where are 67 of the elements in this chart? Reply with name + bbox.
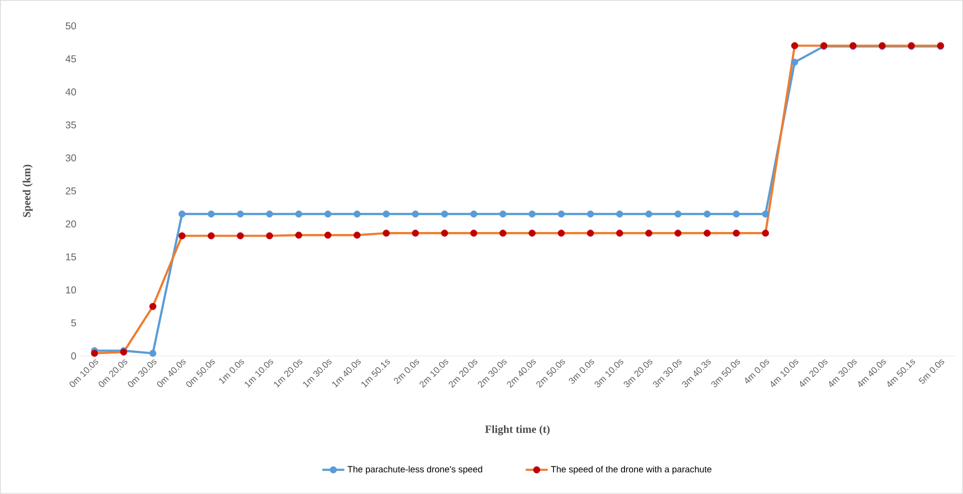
point	[791, 42, 798, 50]
point	[674, 210, 682, 218]
point	[586, 230, 594, 237]
legend-label: The speed of the drone with a parachute	[550, 466, 712, 474]
point	[266, 232, 274, 240]
y-tick-label: 50	[66, 22, 76, 30]
point	[616, 210, 624, 218]
x-tick-label: 5m 0.0s	[918, 360, 944, 384]
point	[149, 303, 156, 310]
point	[791, 58, 798, 66]
point	[441, 230, 448, 237]
point	[762, 230, 769, 237]
point	[149, 350, 156, 357]
y-tick-label: 10	[66, 286, 76, 294]
y-tick-label: 25	[66, 187, 76, 194]
point	[470, 210, 478, 218]
point	[178, 210, 186, 218]
point	[324, 210, 332, 218]
point	[762, 210, 769, 218]
y-tick-label: 35	[66, 121, 76, 128]
x-tick-label: 3m 0.0s	[568, 360, 594, 384]
point	[208, 232, 215, 240]
point	[354, 232, 361, 239]
point	[499, 210, 506, 218]
point	[704, 210, 711, 218]
point	[382, 210, 390, 218]
point	[732, 230, 740, 237]
x-tick-label: 4m 0.0s	[745, 360, 770, 384]
point	[586, 210, 594, 218]
point	[499, 230, 506, 237]
y-tick-label: 0	[71, 352, 76, 360]
point	[382, 230, 390, 237]
point	[295, 232, 302, 239]
y-tick-label: 15	[66, 254, 76, 260]
point	[208, 210, 215, 218]
y-tick-label: 20	[66, 220, 76, 228]
x-tick-label: 2m 0.0s	[394, 360, 420, 384]
y-tick-label: 5	[71, 320, 76, 326]
point	[558, 210, 565, 218]
point	[558, 230, 565, 237]
point	[441, 210, 448, 218]
y-axis-title: Speed (km)	[22, 164, 33, 218]
point	[178, 232, 186, 240]
point	[412, 230, 419, 237]
point	[732, 210, 740, 218]
point	[645, 230, 652, 237]
point	[674, 230, 682, 237]
x-axis-title: Flight time (t)	[485, 425, 550, 436]
point	[528, 210, 536, 218]
point	[295, 210, 302, 218]
legend-label: The parachute-less drone's speed	[348, 466, 482, 474]
y-tick-label: 40	[66, 88, 76, 96]
point	[354, 210, 361, 218]
y-tick-label: 45	[66, 55, 76, 62]
point	[324, 232, 332, 239]
point	[412, 210, 419, 218]
point	[645, 210, 652, 218]
point	[266, 210, 274, 218]
point	[528, 230, 536, 237]
y-tick-label: 30	[66, 154, 76, 162]
point	[236, 210, 244, 218]
point	[90, 350, 98, 357]
point	[470, 230, 478, 237]
point	[704, 230, 711, 237]
point	[236, 232, 244, 240]
point	[616, 230, 624, 237]
x-tick-label: 1m 0.0s	[219, 360, 244, 384]
